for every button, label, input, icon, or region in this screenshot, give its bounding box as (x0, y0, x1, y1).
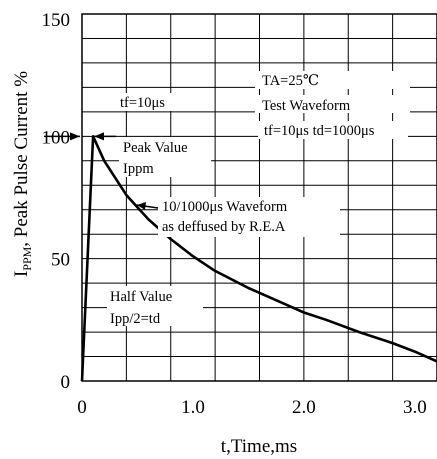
half-def-label: Ipp/2=td (110, 311, 161, 327)
x-tick-label: 3.0 (403, 397, 427, 418)
tick-labels: 0 1.0 2.0 3.0 0 50 100 150 t,Time,ms IPPM, Peak P… (11, 10, 427, 457)
ta-bg (255, 71, 410, 89)
tf-label-bg (117, 93, 185, 111)
plot-frame (81, 13, 437, 382)
ta-label: TA=25℃ (262, 73, 319, 89)
y-axis-label: IPPM, Peak Pulse Current % (11, 71, 34, 277)
peak-value-label: Peak Value (123, 140, 188, 156)
x-axis-label: t,Time,ms (221, 436, 297, 457)
half-bg (107, 286, 203, 326)
tf-arrow-left-head (70, 132, 80, 141)
tf-label: tf=10μs (120, 95, 165, 111)
test-waveform-label: Test Waveform (262, 98, 351, 114)
annotations: tf=10μs TA=25℃ Test Waveform tf=10μs td=100… (44, 71, 410, 327)
x-tick-label: 0 (77, 397, 87, 418)
test-waveform-bg (255, 95, 410, 113)
y-tick-label: 150 (42, 10, 71, 31)
test-params-bg (258, 121, 408, 139)
waveform-pointer-head (137, 202, 146, 210)
peak-bg (119, 137, 211, 177)
waveform-bg (158, 197, 340, 237)
y-tick-label: 50 (51, 250, 70, 271)
series-line (80, 135, 437, 382)
y-tick-label: 0 (61, 372, 71, 393)
waveform-label-1: 10/1000μs Waveform (162, 199, 288, 215)
x-tick-label: 2.0 (292, 397, 316, 418)
tf-arrow-right-head (94, 132, 104, 141)
waveform-label-2: as deffused by R.E.A (162, 219, 286, 235)
y-tick-label: 100 (42, 127, 71, 148)
series (80, 135, 437, 382)
test-params-label: tf=10μs td=1000μs (264, 123, 375, 139)
ippm-label: Ippm (123, 161, 154, 177)
half-value-label: Half Value (110, 289, 172, 305)
x-tick-label: 1.0 (181, 397, 205, 418)
axes (81, 13, 437, 382)
